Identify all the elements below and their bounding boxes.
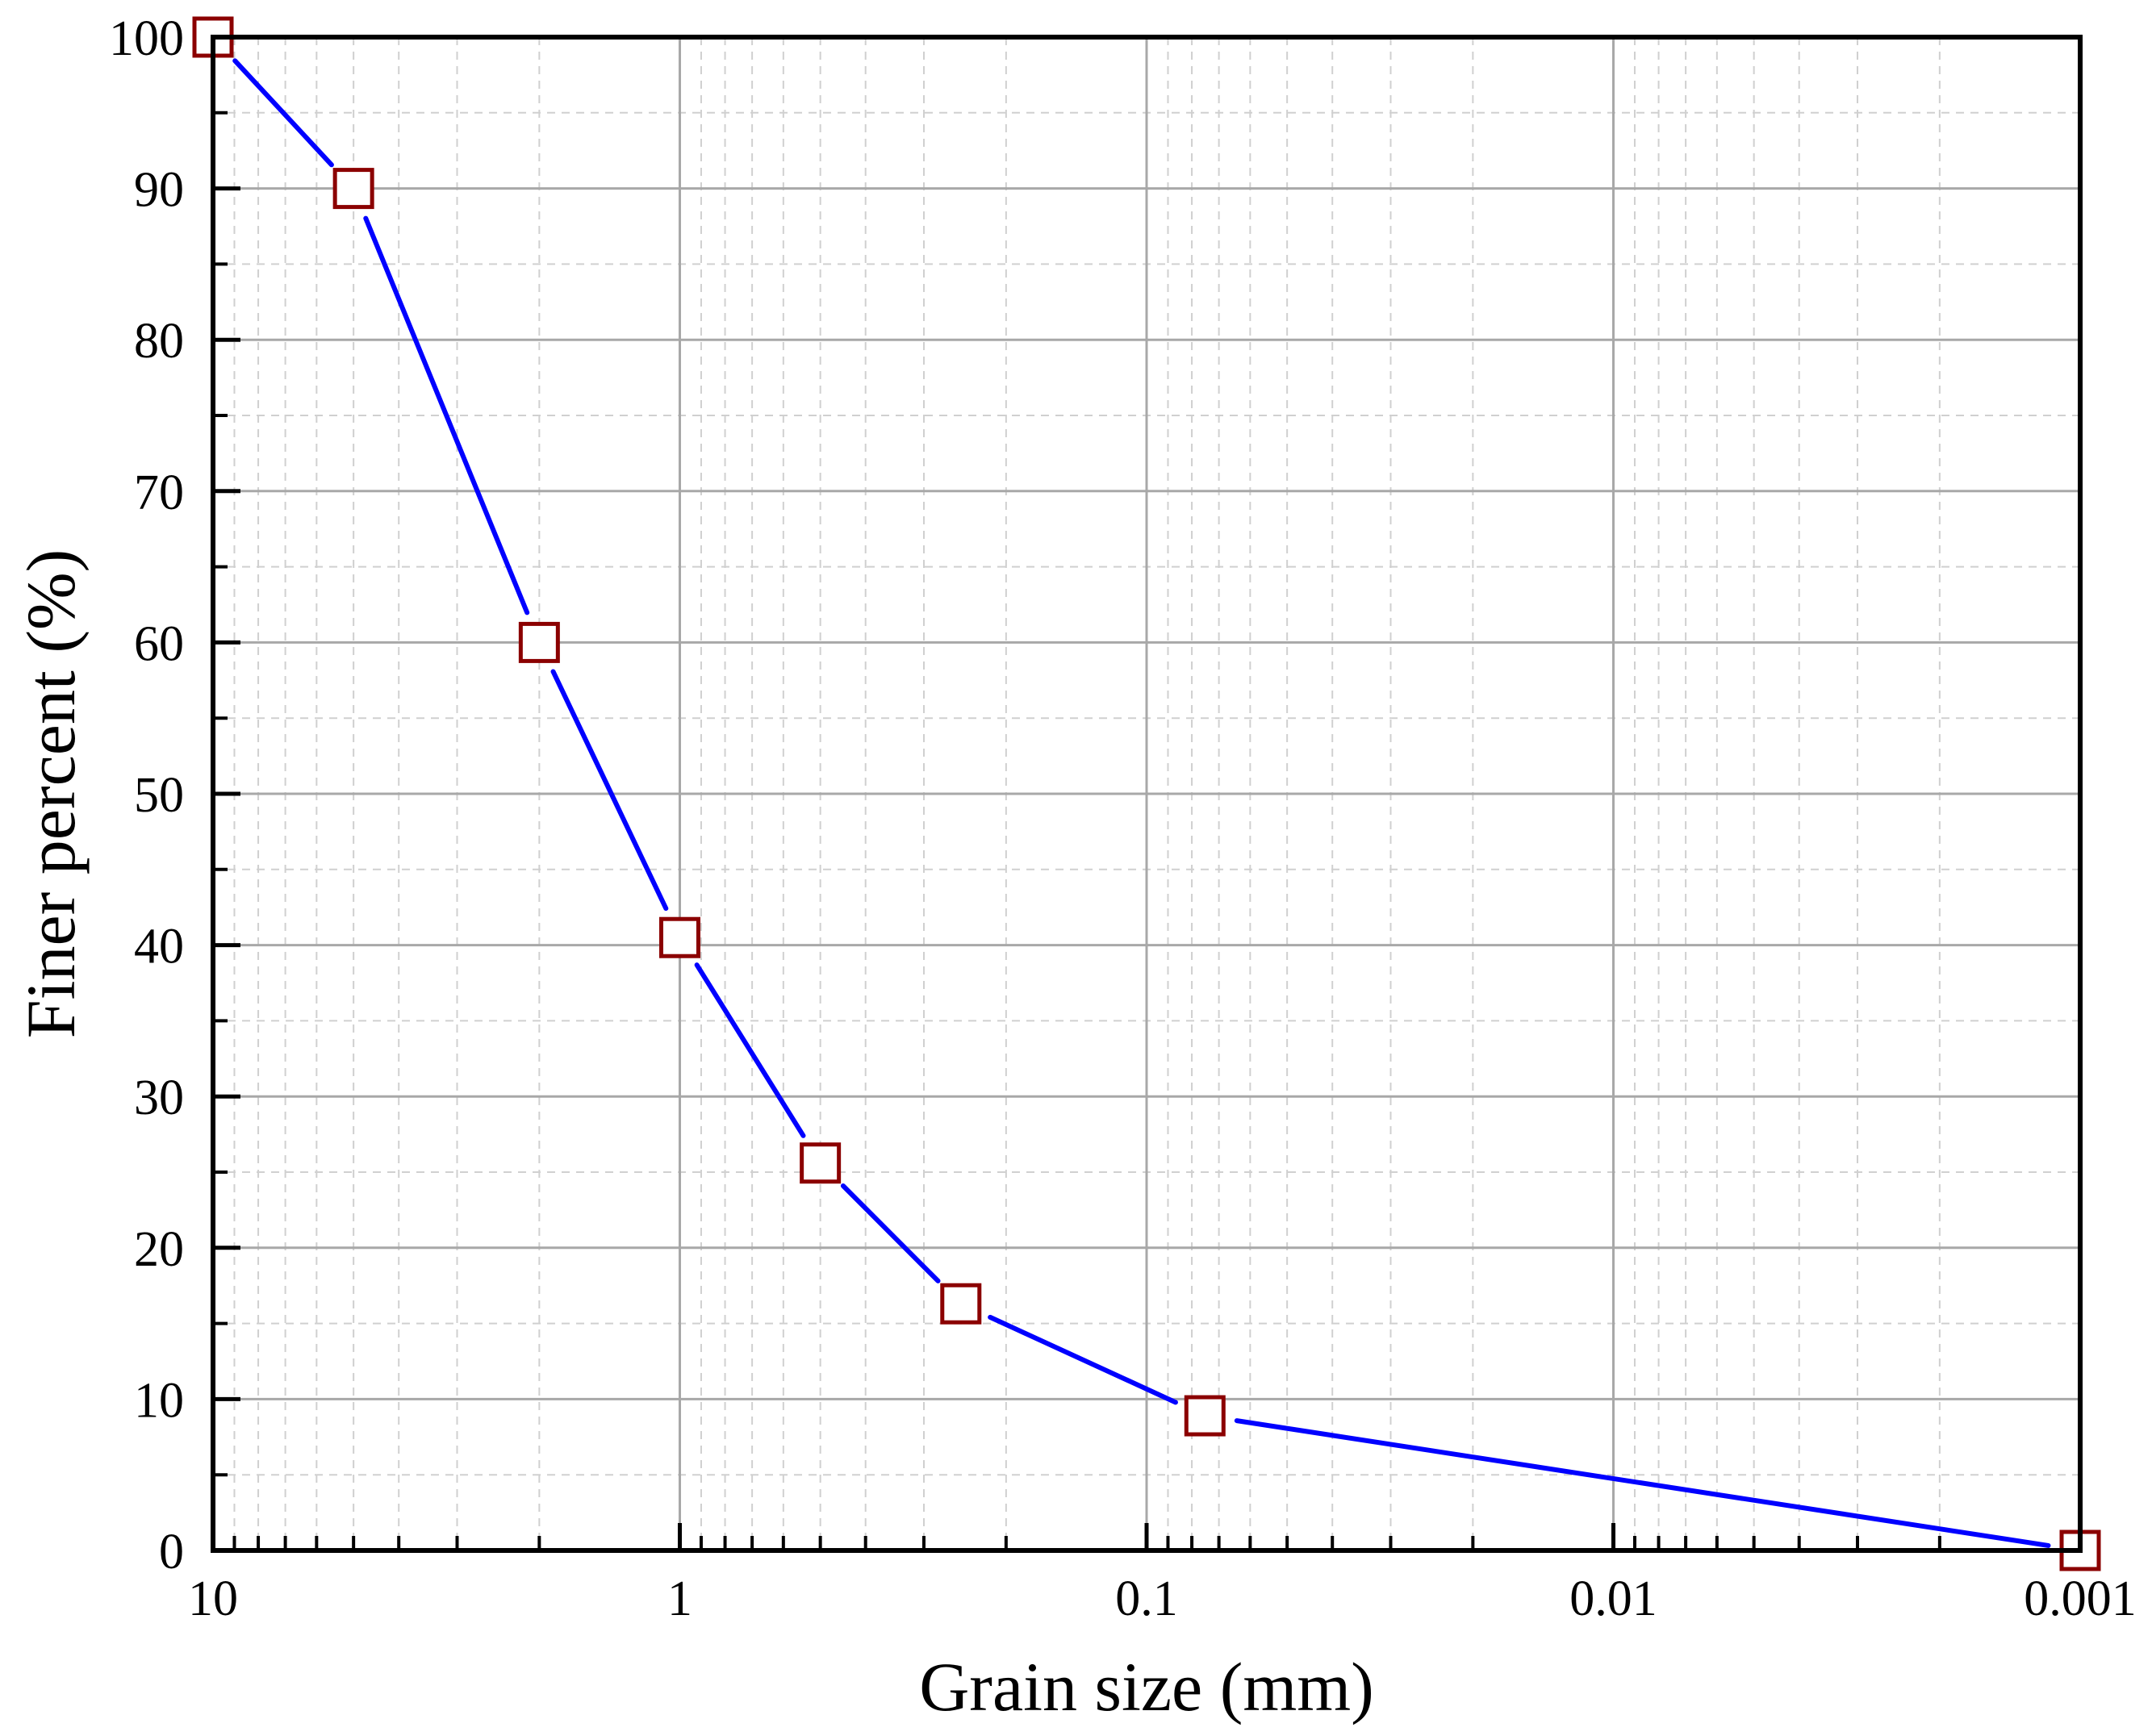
y-axis-title: Finer percent (%)	[12, 549, 90, 1039]
data-point-marker	[332, 168, 374, 210]
y-tick-label: 70	[134, 465, 184, 520]
series-line-segment	[840, 1183, 941, 1283]
y-tick-label: 0	[159, 1525, 184, 1580]
series-layer	[192, 16, 2101, 1571]
plot-frame	[211, 35, 2083, 1553]
x-tick-label: 1	[667, 1571, 692, 1626]
y-tick-label: 60	[134, 616, 184, 671]
x-tick-labels: 10 1 0.1 0.01 0.001	[188, 1571, 2137, 1626]
x-tick-label: 0.001	[2024, 1571, 2137, 1626]
y-tick-label: 40	[134, 920, 184, 974]
data-point-marker	[518, 621, 560, 663]
data-point-marker	[1184, 1395, 1226, 1437]
data-point-marker	[659, 916, 700, 958]
y-tick-label: 100	[109, 11, 184, 66]
series-line-segment	[550, 669, 669, 912]
series-line-segment	[988, 1314, 1178, 1405]
x-axis-title: Grain size (mm)	[919, 1648, 1374, 1726]
series-line-segment	[694, 962, 806, 1138]
series-line-segment	[363, 215, 530, 616]
series-line-segment	[232, 58, 334, 168]
data-point-marker	[800, 1142, 842, 1184]
x-tick-label: 10	[188, 1571, 238, 1626]
y-tick-labels: 0 10 20 30 40 50 60 70 80 90 100	[109, 11, 184, 1580]
x-tick-label: 0.01	[1569, 1571, 1657, 1626]
data-point-marker	[940, 1283, 982, 1325]
series-line-segment	[1234, 1418, 2051, 1548]
y-tick-label: 20	[134, 1222, 184, 1277]
y-tick-label: 80	[134, 314, 184, 369]
y-tick-label: 30	[134, 1070, 184, 1125]
y-tick-label: 90	[134, 163, 184, 218]
y-tick-label: 10	[134, 1373, 184, 1428]
y-tick-label: 50	[134, 768, 184, 823]
x-tick-label: 0.1	[1115, 1571, 1178, 1626]
